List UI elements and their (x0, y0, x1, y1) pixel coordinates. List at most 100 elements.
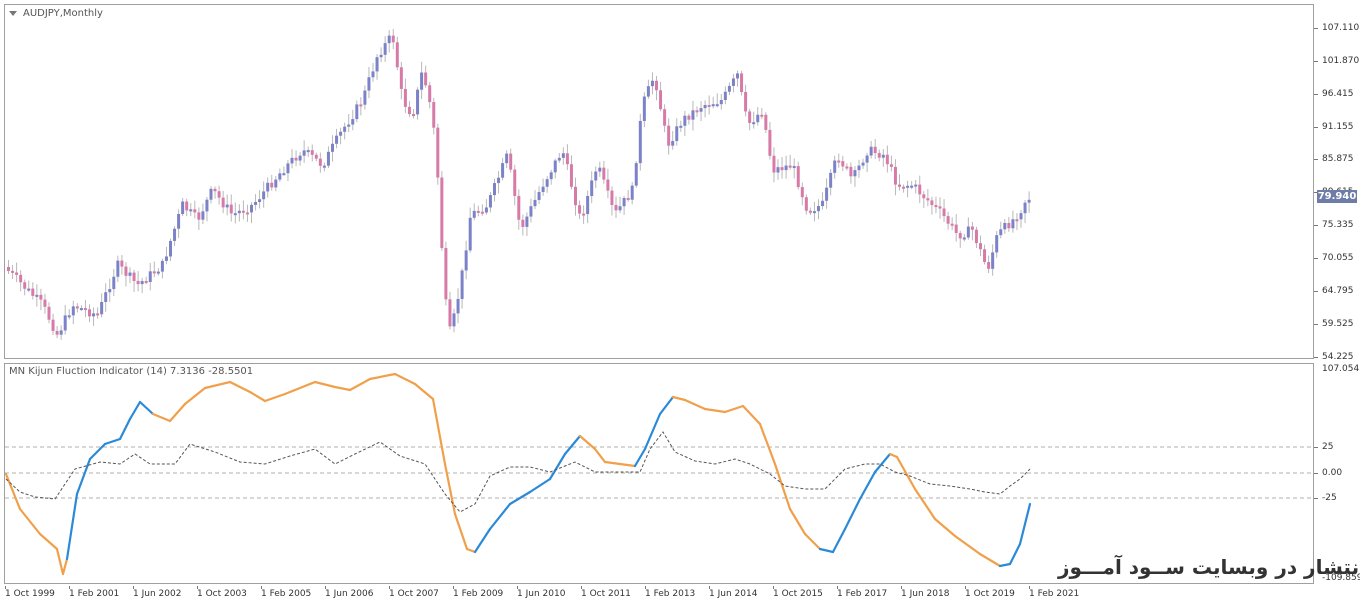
time-axis[interactable]: 1 Oct 1999 1 Feb 2001 1 Jun 2002 1 Oct 2… (0, 586, 1314, 602)
candle-body (995, 235, 999, 253)
candle-body (845, 166, 849, 169)
candle-body (906, 185, 910, 188)
candle-body (711, 104, 715, 107)
price-scale-label: 91.155 (1322, 122, 1354, 132)
candle-body (452, 313, 456, 327)
time-tick (261, 586, 262, 589)
oscillator-line-segment (618, 462, 637, 468)
candle-body (476, 210, 480, 213)
indicator-chart[interactable] (5, 364, 1313, 583)
oscillator-line-segment (151, 412, 172, 423)
oscillator-line-segment (348, 377, 372, 392)
oscillator-line-segment (103, 437, 122, 446)
candle-body (849, 166, 853, 177)
scale-tick (1314, 192, 1318, 193)
time-tick (325, 586, 326, 589)
candle-body (983, 249, 987, 263)
candle-body (322, 165, 326, 168)
indicator-scale-label: -109.859 (1322, 573, 1360, 583)
candle-body (371, 71, 375, 78)
oscillator-line-segment (488, 502, 512, 531)
oscillator-line-segment (563, 434, 582, 456)
indicator-pane[interactable]: MN Kijun Fluction Indicator (14) 7.3136 … (4, 363, 1314, 584)
candle-body (642, 96, 646, 121)
candle-body (217, 191, 221, 198)
candle-body (363, 90, 367, 105)
oscillator-line-segment (803, 532, 822, 551)
signal-line (5, 431, 1031, 513)
candle-body (1019, 213, 1023, 220)
price-scale-label: 59.525 (1322, 319, 1354, 329)
oscillator-line-segment (593, 447, 607, 464)
candle-body (201, 211, 205, 220)
oscillator-line-segment (671, 395, 687, 402)
price-chart-pane[interactable]: AUDJPY,Monthly (4, 4, 1314, 359)
oscillator-line-segment (118, 417, 132, 441)
candle-body (472, 210, 476, 218)
candle-body (185, 201, 189, 211)
candle-body (841, 161, 845, 167)
candle-body (780, 167, 784, 171)
candle-body (27, 288, 31, 291)
candle-body (529, 206, 533, 217)
candle-body (250, 204, 253, 213)
candle-body (164, 256, 168, 261)
candle-body (525, 216, 529, 227)
candle-body (614, 204, 618, 211)
candle-body (31, 288, 35, 296)
candle-body (290, 157, 294, 164)
scale-tick (1314, 94, 1318, 95)
candle-body (825, 187, 829, 201)
candle-body (15, 272, 19, 275)
candle-body (96, 313, 100, 316)
candle-body (979, 243, 982, 250)
time-tick (389, 586, 390, 589)
candle-body (723, 91, 727, 100)
candle-body (776, 167, 780, 173)
oscillator-line-segment (183, 386, 207, 406)
oscillator-line-segment (128, 400, 142, 421)
time-axis-label: 1 Feb 2009 (453, 589, 504, 599)
candle-body (930, 200, 934, 206)
price-scale-label: 101.870 (1322, 56, 1360, 66)
time-axis-label: 1 Oct 2003 (197, 589, 247, 599)
candle-body (177, 214, 181, 229)
candle-body (314, 154, 318, 159)
dropdown-arrow-icon[interactable] (9, 11, 17, 16)
candle-body (43, 299, 47, 307)
candle-body (760, 114, 764, 117)
price-scale[interactable]: 107.110 101.870 96.415 91.155 85.875 80.… (1314, 0, 1360, 602)
candle-body (375, 57, 379, 72)
candle-body (1015, 219, 1019, 222)
candle-body (707, 104, 711, 107)
oscillator-line-segment (333, 385, 352, 392)
price-scale-label: 75.335 (1322, 220, 1354, 230)
candle-body (788, 165, 792, 168)
indicator-title: MN Kijun Fluction Indicator (14) 7.3136 … (9, 366, 254, 377)
candle-body (294, 157, 298, 161)
time-tick (1029, 586, 1030, 589)
candle-body (934, 205, 938, 208)
scale-tick (1314, 324, 1318, 325)
candle-body (440, 177, 444, 249)
candle-body (104, 292, 108, 302)
candle-body (938, 206, 942, 209)
oscillator-line-segment (431, 397, 447, 466)
candle-body (590, 180, 594, 197)
oscillator-line-segment (913, 487, 937, 521)
candle-body (974, 229, 978, 244)
candle-body (898, 184, 901, 187)
price-scale-label: 64.795 (1322, 286, 1354, 296)
candle-body (88, 309, 91, 317)
scale-tick (1314, 291, 1318, 292)
candle-body (432, 102, 436, 128)
candlestick-chart[interactable] (5, 5, 1313, 358)
candle-body (918, 184, 922, 195)
candle-body (136, 280, 140, 285)
candle-body (655, 80, 658, 91)
candle-body (683, 115, 687, 126)
candle-body (853, 170, 857, 177)
candle-body (800, 187, 804, 198)
candle-body (355, 104, 359, 120)
